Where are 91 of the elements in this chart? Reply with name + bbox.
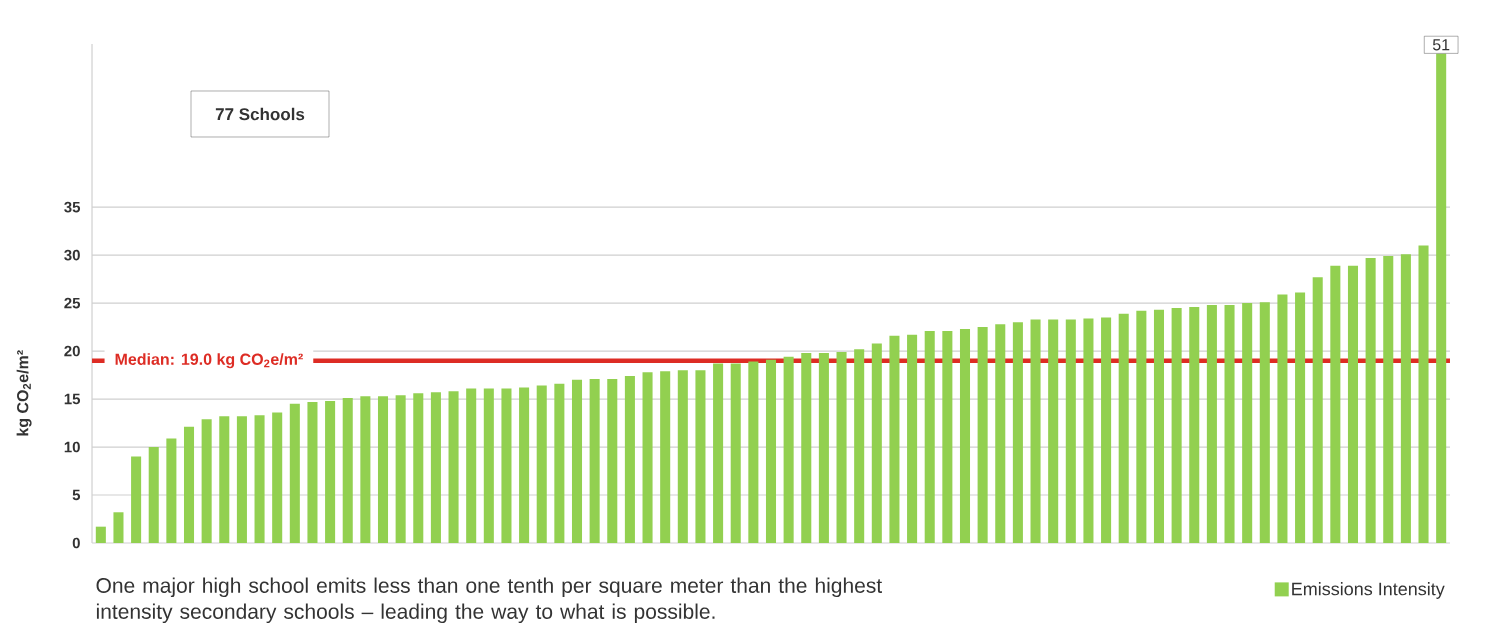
bar (554, 383, 565, 543)
text: One major high school emits less than one tenth per square meter than the highest intensity secondary schools – leading the way to what is possible. (96, 577, 883, 624)
bar (148, 447, 159, 543)
bar (131, 456, 142, 543)
y-tick-label: 25 (64, 297, 81, 309)
bar (483, 388, 494, 543)
bar (1171, 307, 1182, 543)
bar (1295, 292, 1306, 543)
bar (1436, 53, 1447, 543)
bar (448, 391, 459, 543)
legend-label: Emissions Intensity (1292, 582, 1445, 599)
bar (713, 363, 724, 543)
bar (1101, 317, 1112, 543)
bar (201, 419, 212, 543)
bar (695, 370, 706, 543)
bar (977, 327, 988, 543)
bar (783, 356, 794, 543)
y-tick-label: 20 (64, 345, 80, 357)
bar (430, 392, 441, 543)
bar (1136, 310, 1147, 543)
annotation: 77 Schools (215, 107, 305, 121)
bar (1259, 302, 1270, 543)
bar (342, 398, 353, 543)
bar (289, 403, 300, 543)
bar (748, 361, 759, 543)
ref-line-label: Median: 19.0 kg CO$_{2}$e/m² (115, 353, 303, 369)
bar (607, 378, 618, 543)
bar (818, 352, 829, 543)
bar (1312, 277, 1323, 543)
bar (1118, 313, 1129, 543)
y-tick-label: 10 (64, 441, 80, 453)
bar (501, 388, 512, 543)
bar (836, 352, 847, 543)
bar (1347, 265, 1359, 543)
bar (254, 415, 265, 543)
bar (1206, 305, 1217, 543)
bar (801, 352, 812, 543)
bar (1012, 322, 1023, 543)
bar (1418, 245, 1429, 543)
bar (1224, 305, 1235, 543)
bar (730, 363, 741, 543)
bar (1242, 303, 1253, 543)
bar (1330, 265, 1341, 543)
bar (219, 416, 230, 543)
bar (642, 372, 653, 543)
bar (995, 324, 1006, 543)
bar (1277, 294, 1288, 543)
y-tick-label: 0 (72, 537, 80, 549)
bar (113, 512, 124, 543)
bar (1400, 254, 1411, 543)
bar (236, 416, 247, 543)
bar (889, 335, 900, 543)
bar (677, 370, 688, 543)
y-tick-label: 35 (64, 201, 81, 213)
bar (624, 376, 635, 543)
bar (183, 426, 195, 543)
bar (1383, 256, 1394, 543)
bar (959, 329, 971, 543)
bar (413, 393, 424, 543)
y-tick-label: 30 (64, 249, 80, 261)
bar (466, 388, 477, 543)
bar (519, 387, 530, 543)
bar (571, 379, 583, 543)
y-tick-label: 15 (64, 393, 81, 405)
bar (854, 349, 865, 543)
bar (1083, 318, 1094, 543)
bar (660, 371, 671, 543)
bar (377, 396, 389, 543)
bar (95, 526, 106, 543)
bar (765, 359, 777, 543)
bar (924, 330, 935, 543)
bar (1365, 257, 1376, 543)
bar (589, 378, 600, 543)
bar (1048, 319, 1059, 543)
bar (166, 438, 177, 543)
bar (942, 330, 953, 543)
bar (360, 396, 371, 543)
y-tick-label: 5 (72, 489, 81, 501)
bar (272, 412, 283, 543)
bar (307, 401, 318, 543)
data-label: 51 (1432, 39, 1450, 51)
bar (1030, 319, 1041, 543)
bar (325, 400, 336, 543)
bar (1065, 319, 1076, 543)
bar (1153, 309, 1165, 543)
y-axis-title: kg CO$_{2}$e/m² (16, 350, 32, 436)
bar (907, 334, 918, 543)
bar (536, 385, 547, 543)
bar (871, 343, 882, 543)
bar (1189, 306, 1200, 543)
bar (395, 395, 406, 543)
